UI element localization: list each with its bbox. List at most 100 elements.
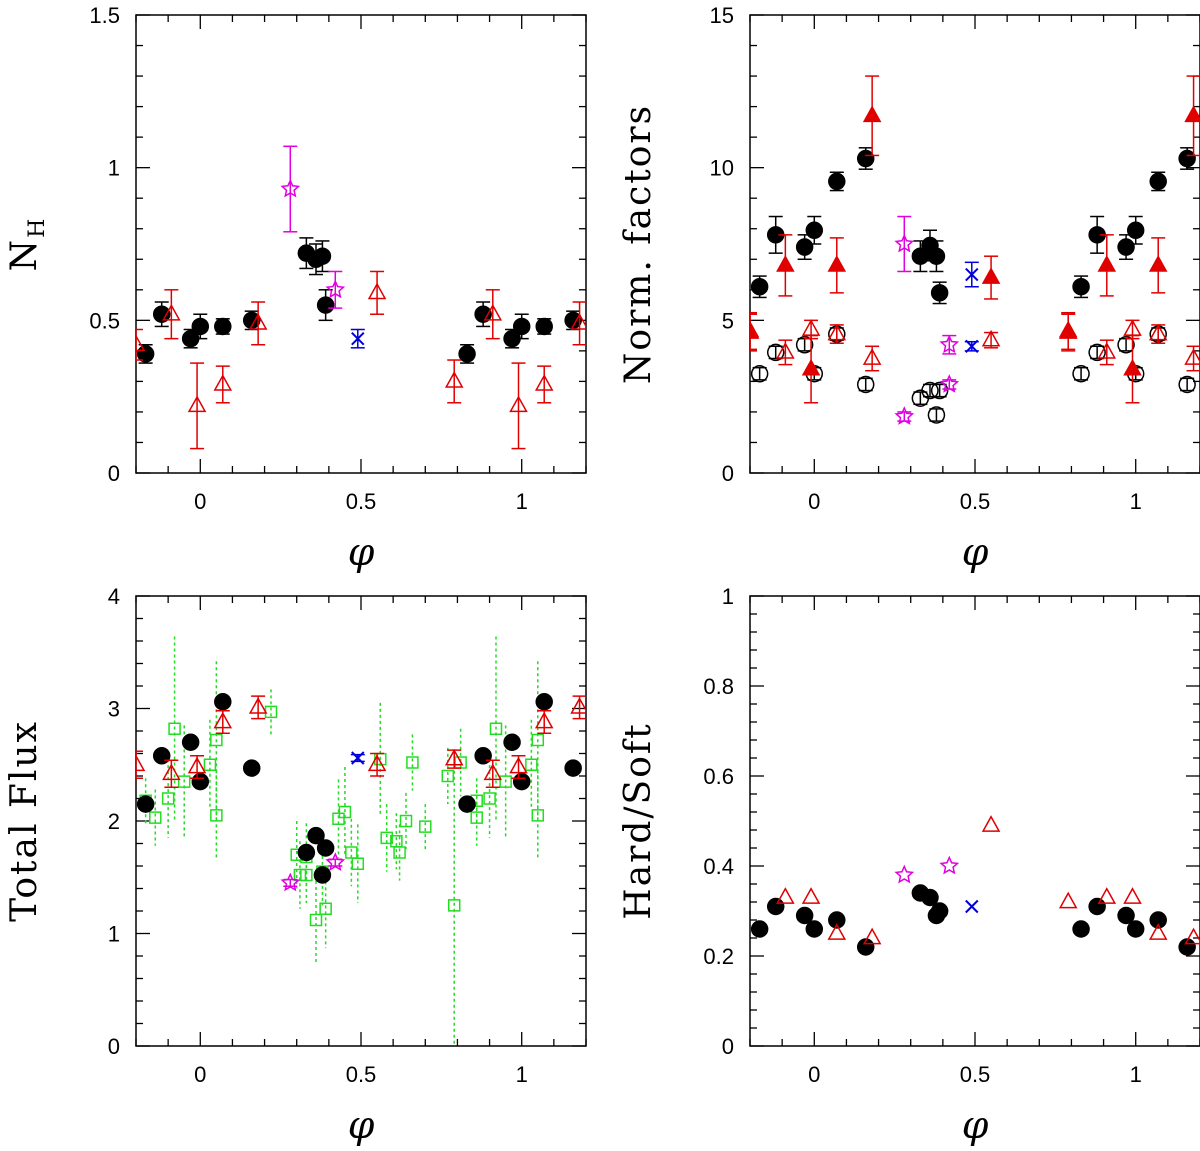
circle-marker	[316, 296, 335, 314]
data-point	[367, 270, 387, 315]
y-tick-label: 1.5	[89, 3, 120, 28]
y-tick-label: 1	[108, 156, 120, 181]
triangle-marker	[187, 395, 207, 413]
data-point	[203, 719, 217, 810]
circle-marker	[1117, 238, 1135, 256]
circle-marker	[930, 381, 949, 400]
data-point	[1148, 923, 1168, 940]
triangle-marker	[187, 756, 207, 774]
circle-marker	[1149, 911, 1167, 929]
data-point	[1123, 887, 1142, 904]
square-marker	[470, 811, 483, 824]
circle-marker	[921, 381, 939, 400]
data-point	[447, 764, 461, 1046]
circle-marker	[795, 336, 814, 354]
data-point	[1148, 323, 1168, 344]
data-point	[939, 855, 960, 875]
triangle-marker	[534, 711, 554, 729]
x-tick-label: 0.5	[346, 489, 377, 514]
data-point	[293, 841, 307, 909]
square-marker	[399, 814, 413, 828]
square-marker	[351, 857, 365, 870]
x-tick-label: 0	[194, 489, 206, 514]
circle-marker	[930, 902, 949, 920]
data-point	[981, 255, 1001, 300]
y-axis-label: NH	[4, 217, 50, 272]
circle-marker	[750, 920, 769, 938]
data-point	[307, 826, 325, 845]
x-marker	[965, 899, 979, 914]
triangle-marker	[444, 371, 464, 388]
data-point	[350, 751, 365, 765]
data-point	[325, 270, 346, 309]
triangle-marker	[981, 267, 1001, 284]
series-black-filled-circles	[136, 237, 582, 364]
y-tick-label: 0.6	[703, 764, 734, 789]
data-point	[187, 362, 207, 450]
x-axis-label: φ	[348, 1103, 375, 1147]
series-blue-cross	[350, 751, 365, 765]
square-marker	[345, 846, 358, 859]
data-point	[162, 759, 181, 788]
series-black-filled-circles	[136, 693, 582, 884]
data-point	[750, 311, 760, 351]
data-point	[214, 693, 232, 711]
data-point	[1184, 927, 1200, 945]
circle-marker	[828, 911, 846, 929]
series-green-squares	[139, 636, 545, 1046]
circle-marker	[927, 247, 946, 265]
circle-marker	[795, 238, 814, 256]
x-tick-label: 0	[808, 1062, 820, 1087]
square-marker	[300, 868, 313, 882]
circle-marker	[503, 733, 521, 751]
series-red-open-triangles	[136, 695, 586, 788]
data-point	[965, 899, 979, 914]
triangle-marker	[213, 711, 233, 729]
x-marker	[351, 751, 365, 765]
square-marker	[499, 775, 512, 788]
triangle-marker	[570, 313, 586, 330]
data-point	[338, 767, 352, 857]
triangle-marker	[862, 348, 882, 365]
circle-marker	[313, 866, 332, 884]
square-marker	[161, 792, 175, 805]
data-point	[828, 171, 846, 192]
data-point	[419, 804, 432, 850]
data-point	[964, 261, 979, 288]
star-marker	[939, 855, 960, 875]
square-marker	[177, 775, 191, 788]
square-marker	[210, 733, 223, 747]
y-tick-label: 1	[722, 584, 734, 609]
y-axis-label: Norm. factors	[618, 104, 659, 384]
data-point	[458, 795, 476, 813]
series-red-open-triangles	[776, 815, 1200, 945]
data-point	[483, 759, 503, 788]
triangle-marker	[1058, 891, 1078, 909]
triangle-marker	[1097, 887, 1117, 904]
x-tick-label: 0.5	[346, 1062, 377, 1087]
data-point	[894, 215, 915, 273]
triangle-marker	[367, 282, 387, 300]
y-tick-label: 2	[108, 809, 120, 834]
square-marker	[332, 812, 345, 825]
data-point	[441, 747, 455, 805]
data-point	[345, 818, 358, 887]
y-tick-label: 0	[108, 1034, 120, 1059]
data-point	[856, 375, 875, 394]
data-point	[750, 920, 769, 938]
y-tick-label: 0.2	[703, 944, 734, 969]
triangle-marker	[367, 754, 387, 772]
chart-hardsoft: 0 0.5 1 0 0.2 0.4 0.6 0.8 1 φ Hard/Soft	[618, 584, 1200, 1147]
data-point	[750, 365, 769, 383]
circle-marker	[1072, 920, 1090, 938]
data-point	[801, 319, 821, 340]
circle-marker	[750, 365, 769, 383]
data-point	[1097, 234, 1117, 297]
square-marker	[447, 899, 461, 912]
data-point	[509, 755, 528, 779]
data-point	[248, 301, 268, 346]
y-tick-label: 0.8	[703, 674, 734, 699]
circle-marker	[1126, 920, 1145, 938]
plot-frame	[135, 595, 587, 1047]
x-axis-label: φ	[962, 1103, 989, 1147]
